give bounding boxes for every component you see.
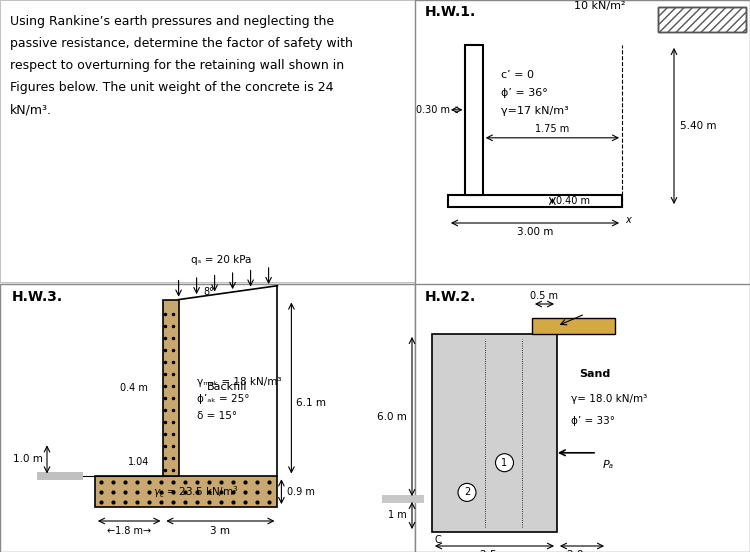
Text: ←1.8 m→: ←1.8 m→: [107, 526, 152, 536]
Bar: [415, 284, 750, 552]
Text: respect to overturning for the retaining wall shown in: respect to overturning for the retaining…: [10, 60, 344, 72]
Text: H.W.2.: H.W.2.: [425, 290, 476, 304]
Bar: [0, 284, 415, 552]
Text: Sand: Sand: [579, 369, 610, 379]
Text: γ=17 kN/m³: γ=17 kN/m³: [501, 106, 568, 116]
Text: ϕ’ = 36°: ϕ’ = 36°: [501, 88, 548, 98]
Bar: [37, 473, 83, 480]
Text: δ = 15°: δ = 15°: [196, 411, 237, 421]
Bar: [164, 300, 178, 476]
Text: kN/m³.: kN/m³.: [10, 104, 52, 116]
Text: qₛ = 20 kPa: qₛ = 20 kPa: [191, 254, 251, 264]
Text: passive resistance, determine the factor of safety with: passive resistance, determine the factor…: [10, 38, 352, 50]
Text: Pₐ: Pₐ: [603, 460, 614, 470]
Text: 2: 2: [464, 487, 470, 497]
Text: 2.5 m: 2.5 m: [479, 550, 509, 552]
Bar: [658, 7, 746, 32]
Text: γ= 18.0 kN/m³: γ= 18.0 kN/m³: [571, 394, 647, 404]
Text: Figures below. The unit weight of the concrete is 24: Figures below. The unit weight of the co…: [10, 82, 334, 94]
Text: ϕ’ₐₖ = 25°: ϕ’ₐₖ = 25°: [196, 394, 249, 404]
Text: 0.9 m: 0.9 m: [287, 487, 315, 497]
Bar: [95, 476, 278, 507]
Text: 10 kN/m²: 10 kN/m²: [574, 1, 626, 11]
Text: Backfill: Backfill: [206, 382, 247, 392]
Text: 1 m: 1 m: [388, 511, 407, 521]
Bar: [0, 0, 415, 282]
Text: 1.75 m: 1.75 m: [536, 124, 569, 134]
Text: 3 m: 3 m: [211, 526, 230, 536]
Text: x: x: [625, 215, 631, 225]
Text: c’ = 0: c’ = 0: [501, 70, 534, 80]
Bar: [532, 318, 615, 334]
Bar: [415, 0, 750, 287]
Text: 0.30 m: 0.30 m: [416, 105, 450, 115]
Circle shape: [496, 454, 514, 472]
Text: 0.40 m: 0.40 m: [556, 196, 590, 206]
Text: 3.00 m: 3.00 m: [517, 227, 554, 237]
Text: 2.0 m: 2.0 m: [567, 550, 597, 552]
Text: 6.0 m: 6.0 m: [377, 411, 407, 422]
Text: ϕ’ = 33°: ϕ’ = 33°: [571, 416, 615, 426]
Text: H.W.1.: H.W.1.: [425, 5, 476, 19]
Text: 8°: 8°: [203, 286, 214, 296]
Text: C: C: [435, 535, 441, 545]
Polygon shape: [432, 334, 557, 532]
Text: 1.0 m: 1.0 m: [13, 454, 43, 464]
Bar: [466, 45, 483, 195]
Text: H.W.3.: H.W.3.: [12, 290, 63, 304]
Text: 1: 1: [502, 458, 508, 468]
Text: $\gamma_c$ = 23.5 kN/m$^3$: $\gamma_c$ = 23.5 kN/m$^3$: [153, 484, 239, 500]
Text: 0.5 m: 0.5 m: [530, 291, 559, 301]
Text: 6.1 m: 6.1 m: [296, 399, 326, 408]
Circle shape: [458, 484, 476, 501]
Text: 0.4 m: 0.4 m: [119, 383, 148, 393]
Text: 1.04: 1.04: [128, 458, 149, 468]
Text: 5.40 m: 5.40 m: [680, 121, 716, 131]
Text: Using Rankine’s earth pressures and neglecting the: Using Rankine’s earth pressures and negl…: [10, 15, 334, 29]
Bar: [448, 195, 622, 207]
Bar: [658, 7, 746, 32]
Bar: [382, 495, 424, 503]
Text: γₘₐₖ = 18 kN/m³: γₘₐₖ = 18 kN/m³: [196, 377, 281, 387]
